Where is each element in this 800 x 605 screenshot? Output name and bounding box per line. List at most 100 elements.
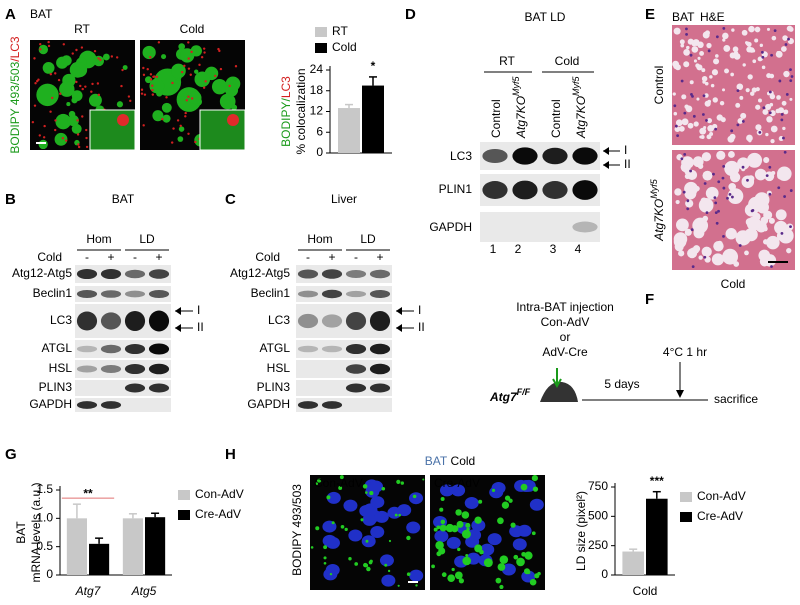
lc3-puncta	[38, 134, 41, 137]
label: BAT	[30, 7, 53, 21]
adipocyte-droplet	[675, 119, 683, 127]
label: RT	[499, 54, 515, 68]
lipid-droplet	[152, 110, 164, 122]
nucleus	[789, 79, 793, 82]
lipid-droplet	[61, 55, 72, 66]
adipocyte-droplet	[742, 63, 746, 67]
nucleus	[787, 37, 790, 41]
lipid-droplet	[219, 93, 236, 110]
lc3-puncta	[85, 128, 88, 132]
lc3-puncta	[146, 68, 149, 71]
adipocyte-droplet	[775, 209, 787, 221]
lc3-puncta	[120, 84, 123, 88]
lc3-puncta	[234, 65, 238, 68]
lc3-puncta	[96, 82, 100, 85]
lipid-droplet	[190, 45, 202, 57]
label: LD	[139, 232, 155, 246]
lc3-puncta	[90, 90, 93, 93]
adipocyte-droplet	[698, 255, 703, 260]
label-superscript: Myf5	[571, 75, 581, 95]
blot-band	[512, 180, 538, 200]
significance-label: **	[83, 486, 93, 500]
lc3-puncta	[33, 57, 36, 60]
lc3-puncta	[214, 74, 217, 78]
lipid-droplet	[323, 556, 327, 560]
lipid-droplet	[387, 569, 391, 573]
lc3-puncta	[142, 124, 145, 127]
blot-band	[100, 401, 122, 409]
blot-band	[148, 383, 170, 393]
adipocyte-droplet	[771, 35, 777, 41]
nucleus	[682, 190, 686, 194]
adipocyte-droplet	[755, 124, 762, 131]
adipocyte-droplet	[711, 69, 719, 76]
nucleus	[773, 29, 777, 33]
adipocyte-droplet	[686, 45, 690, 50]
adipocyte-droplet	[673, 111, 678, 116]
adipocyte-droplet	[700, 197, 708, 204]
lc3-puncta	[187, 57, 190, 60]
lipid-droplet	[461, 511, 470, 519]
nucleus	[784, 43, 788, 46]
lipid-droplet	[323, 561, 327, 565]
label: Atg7F/F	[489, 387, 531, 404]
blot-band	[100, 312, 122, 330]
lc3-puncta	[151, 84, 154, 87]
blot-band	[148, 343, 170, 355]
lipid-droplet	[316, 478, 322, 483]
label: Control	[652, 66, 666, 105]
lipid-droplet	[529, 578, 537, 586]
nucleus	[501, 563, 516, 576]
blot-band	[369, 343, 391, 355]
adipocyte-droplet	[737, 157, 750, 170]
label: Beclin1	[251, 286, 291, 300]
lipid-droplet	[474, 516, 482, 524]
adipocyte-droplet	[701, 152, 712, 162]
adipocyte-droplet	[687, 122, 694, 129]
lipid-droplet	[310, 546, 314, 549]
adipocyte-droplet	[750, 91, 755, 96]
nucleus	[434, 530, 449, 543]
nucleus	[761, 55, 765, 59]
y-axis-label: mRNA levels (a.u.)	[29, 482, 43, 582]
adipocyte-droplet	[781, 100, 787, 106]
label: AdV-Cre	[542, 345, 588, 359]
blot-band	[572, 147, 598, 165]
nucleus	[721, 176, 725, 180]
adipocyte-droplet	[757, 98, 762, 103]
label: 5 days	[604, 377, 639, 391]
adipocyte-droplet	[679, 126, 685, 132]
nucleus	[489, 486, 504, 499]
lc3-puncta	[190, 97, 194, 100]
image-title-tissue: BAT	[425, 454, 448, 468]
nucleus	[692, 114, 696, 118]
histology-detail	[672, 25, 794, 144]
blot-band	[542, 147, 568, 165]
mouse	[540, 381, 578, 402]
stain-label-green: BODIPY 493/503	[8, 61, 22, 153]
adipocyte-droplet	[750, 232, 756, 237]
nucleus	[674, 124, 678, 128]
y-tick-label: 12	[310, 104, 324, 118]
adipocyte-droplet	[685, 105, 693, 113]
lc3-puncta	[203, 51, 206, 54]
label-text: Atg7KO	[652, 199, 666, 242]
lc3-puncta	[71, 52, 74, 55]
adipocyte-droplet	[757, 56, 763, 62]
lc3-puncta	[171, 81, 174, 85]
western-blot	[75, 398, 171, 412]
lane-number: 1	[490, 242, 497, 256]
blot-band	[369, 289, 391, 299]
label: PLIN3	[257, 380, 291, 394]
lipid-droplet	[495, 577, 502, 584]
label-superscript: F/F	[517, 387, 531, 397]
adipocyte-droplet	[691, 46, 699, 53]
lc3-puncta	[79, 84, 82, 88]
label: +	[328, 250, 335, 264]
adipocyte-droplet	[702, 170, 713, 181]
lc3-puncta	[54, 128, 57, 132]
adipocyte-droplet	[754, 38, 759, 43]
lipid-droplet	[504, 495, 511, 501]
adipocyte-droplet	[674, 242, 684, 252]
nucleus	[751, 208, 755, 212]
